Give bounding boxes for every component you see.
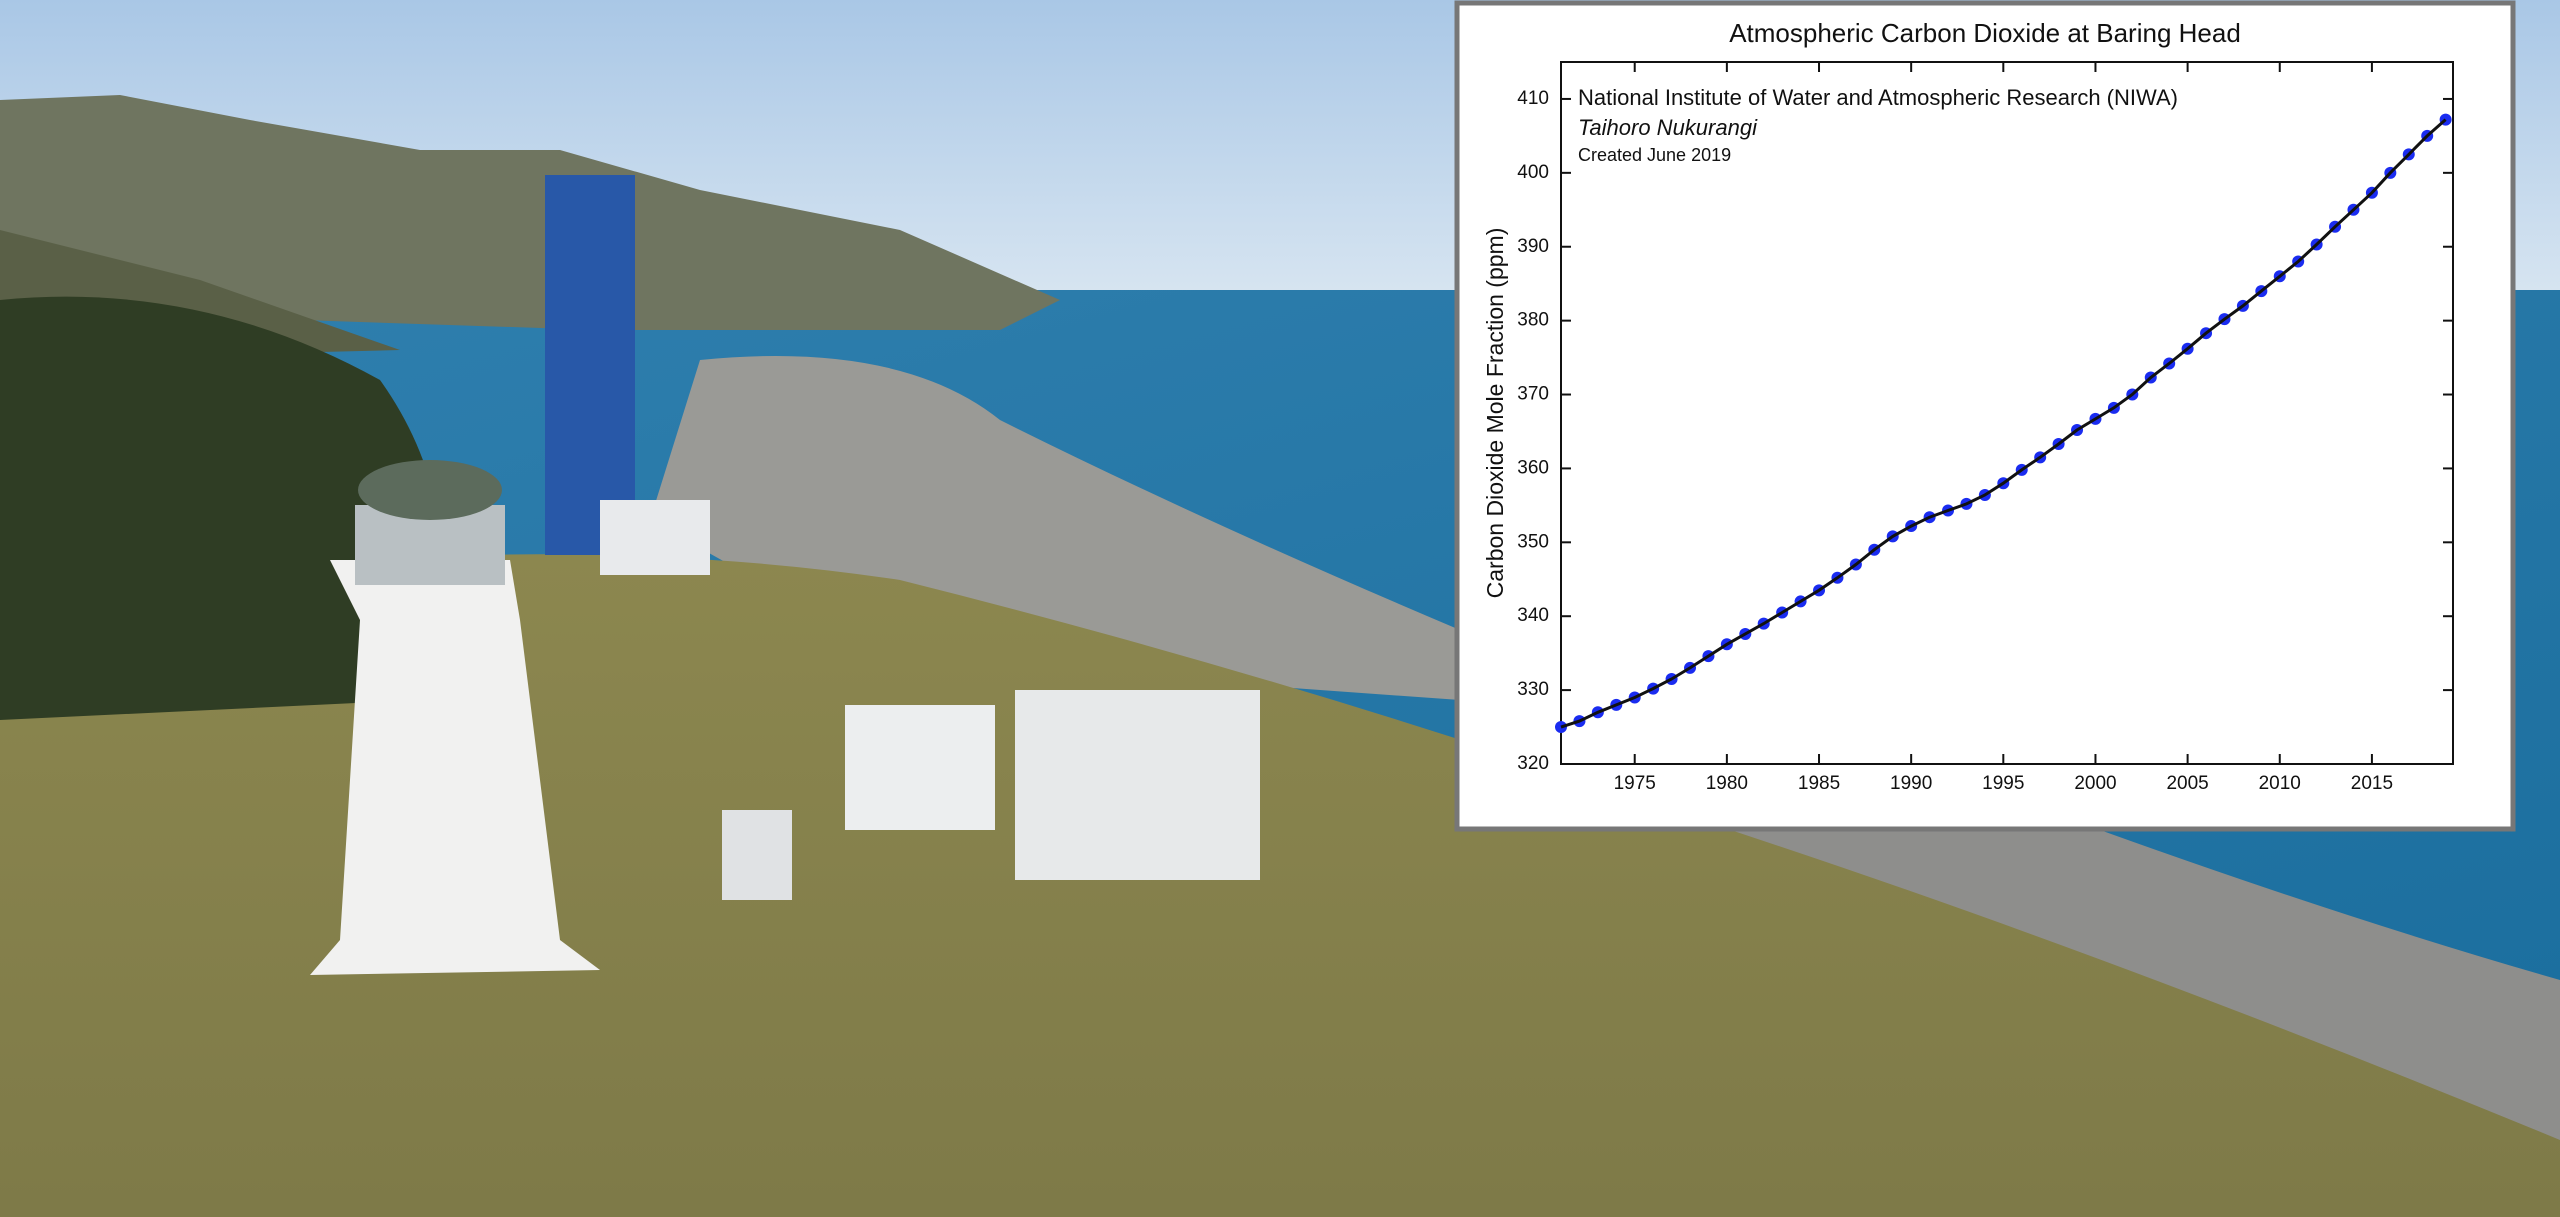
x-tick-label: 2000 xyxy=(2074,773,2116,794)
y-tick-label: 360 xyxy=(1517,457,1549,478)
y-tick-label: 320 xyxy=(1517,753,1549,774)
x-tick-label: 1980 xyxy=(1706,773,1748,794)
chart-panel: Atmospheric Carbon Dioxide at Baring Hea… xyxy=(1457,3,2513,829)
y-tick-label: 350 xyxy=(1517,531,1549,552)
y-tick-label: 370 xyxy=(1517,384,1549,405)
annotation: National Institute of Water and Atmosphe… xyxy=(1578,85,2178,110)
y-tick-label: 330 xyxy=(1517,679,1549,700)
x-tick-label: 2005 xyxy=(2166,773,2208,794)
annotation: Created June 2019 xyxy=(1578,145,1731,165)
y-axis-label: Carbon Dioxide Mole Fraction (ppm) xyxy=(1482,228,1508,599)
y-tick-label: 380 xyxy=(1517,310,1549,331)
y-tick-label: 400 xyxy=(1517,162,1549,183)
y-tick-label: 340 xyxy=(1517,605,1549,626)
x-tick-label: 1985 xyxy=(1798,773,1840,794)
x-tick-label: 2010 xyxy=(2259,773,2301,794)
scene: Atmospheric Carbon Dioxide at Baring Hea… xyxy=(0,0,2560,1217)
annotation: Taihoro Nukurangi xyxy=(1578,115,1758,140)
page: Atmospheric Carbon Dioxide at Baring Hea… xyxy=(0,0,2560,1217)
y-tick-label: 390 xyxy=(1517,236,1549,257)
y-tick-label: 410 xyxy=(1517,88,1549,109)
x-tick-label: 2015 xyxy=(2351,773,2393,794)
x-tick-label: 1995 xyxy=(1982,773,2024,794)
x-tick-label: 1975 xyxy=(1614,773,1656,794)
x-tick-label: 1990 xyxy=(1890,773,1932,794)
chart-title: Atmospheric Carbon Dioxide at Baring Hea… xyxy=(1729,18,2241,48)
